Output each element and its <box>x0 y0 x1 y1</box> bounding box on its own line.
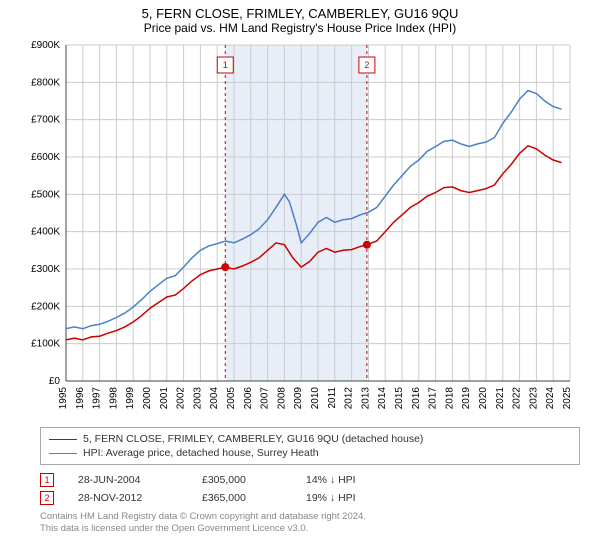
footer-line1: Contains HM Land Registry data © Crown c… <box>40 511 580 523</box>
svg-text:1: 1 <box>223 60 228 70</box>
svg-text:1997: 1997 <box>92 387 103 410</box>
svg-text:£700K: £700K <box>31 115 60 126</box>
svg-text:2005: 2005 <box>226 387 237 410</box>
sale-hpi-1: 14% ↓ HPI <box>306 474 396 486</box>
sales-table: 1 28-JUN-2004 £305,000 14% ↓ HPI 2 28-NO… <box>40 471 580 507</box>
sale-marker-2: 2 <box>40 491 54 505</box>
svg-text:2: 2 <box>364 60 369 70</box>
svg-text:2020: 2020 <box>478 387 489 410</box>
svg-text:1996: 1996 <box>75 387 86 410</box>
svg-text:2013: 2013 <box>360 387 371 410</box>
svg-text:2011: 2011 <box>327 387 338 409</box>
svg-text:2016: 2016 <box>411 387 422 410</box>
sale-date-1: 28-JUN-2004 <box>78 474 178 486</box>
chart-area: £0 £100K £200K £300K £400K £500K £600K £700K £80… <box>20 39 580 419</box>
svg-text:1999: 1999 <box>125 387 136 410</box>
svg-text:2006: 2006 <box>243 387 254 410</box>
svg-text:2003: 2003 <box>192 387 203 410</box>
svg-text:2014: 2014 <box>377 387 388 410</box>
svg-text:2017: 2017 <box>428 387 439 410</box>
chart-subtitle: Price paid vs. HM Land Registry's House … <box>0 21 600 39</box>
svg-text:2008: 2008 <box>276 387 287 410</box>
legend-swatch-property <box>49 439 77 440</box>
svg-text:£300K: £300K <box>31 264 60 275</box>
svg-text:2015: 2015 <box>394 387 405 410</box>
sale-date-2: 28-NOV-2012 <box>78 492 178 504</box>
legend-item-property: 5, FERN CLOSE, FRIMLEY, CAMBERLEY, GU16 … <box>49 432 571 446</box>
svg-text:2001: 2001 <box>159 387 170 410</box>
svg-text:£900K: £900K <box>31 40 60 51</box>
svg-text:£200K: £200K <box>31 301 60 312</box>
svg-text:2025: 2025 <box>562 387 573 410</box>
chart-title: 5, FERN CLOSE, FRIMLEY, CAMBERLEY, GU16 … <box>0 0 600 21</box>
svg-text:1998: 1998 <box>108 387 119 410</box>
svg-text:£600K: £600K <box>31 152 60 163</box>
svg-text:2002: 2002 <box>176 387 187 410</box>
line-chart: £0 £100K £200K £300K £400K £500K £600K £700K £80… <box>20 39 580 419</box>
svg-text:2022: 2022 <box>512 387 523 410</box>
legend-box: 5, FERN CLOSE, FRIMLEY, CAMBERLEY, GU16 … <box>40 427 580 465</box>
sale-marker-1: 1 <box>40 473 54 487</box>
svg-text:2019: 2019 <box>461 387 472 410</box>
svg-text:2018: 2018 <box>444 387 455 410</box>
footer-attribution: Contains HM Land Registry data © Crown c… <box>40 511 580 536</box>
footer-line2: This data is licensed under the Open Gov… <box>40 523 580 535</box>
legend-item-hpi: HPI: Average price, detached house, Surr… <box>49 446 571 460</box>
svg-text:2004: 2004 <box>209 387 220 410</box>
legend-label-hpi: HPI: Average price, detached house, Surr… <box>83 447 319 459</box>
svg-text:2009: 2009 <box>293 387 304 410</box>
legend-swatch-hpi <box>49 453 77 454</box>
svg-text:£800K: £800K <box>31 77 60 88</box>
sale-price-2: £365,000 <box>202 492 282 504</box>
svg-text:2010: 2010 <box>310 387 321 410</box>
svg-text:2000: 2000 <box>142 387 153 410</box>
sale-hpi-2: 19% ↓ HPI <box>306 492 396 504</box>
sale-row-1: 1 28-JUN-2004 £305,000 14% ↓ HPI <box>40 471 580 489</box>
svg-text:£500K: £500K <box>31 189 60 200</box>
sale-price-1: £305,000 <box>202 474 282 486</box>
svg-text:1995: 1995 <box>58 387 69 410</box>
svg-text:£0: £0 <box>49 376 61 387</box>
svg-text:£400K: £400K <box>31 227 60 238</box>
svg-text:2012: 2012 <box>344 387 355 410</box>
legend-label-property: 5, FERN CLOSE, FRIMLEY, CAMBERLEY, GU16 … <box>83 433 423 445</box>
svg-text:2023: 2023 <box>528 387 539 410</box>
svg-text:2021: 2021 <box>495 387 506 410</box>
sale-row-2: 2 28-NOV-2012 £365,000 19% ↓ HPI <box>40 489 580 507</box>
svg-text:£100K: £100K <box>31 339 60 350</box>
svg-text:2007: 2007 <box>260 387 271 410</box>
svg-text:2024: 2024 <box>545 387 556 410</box>
